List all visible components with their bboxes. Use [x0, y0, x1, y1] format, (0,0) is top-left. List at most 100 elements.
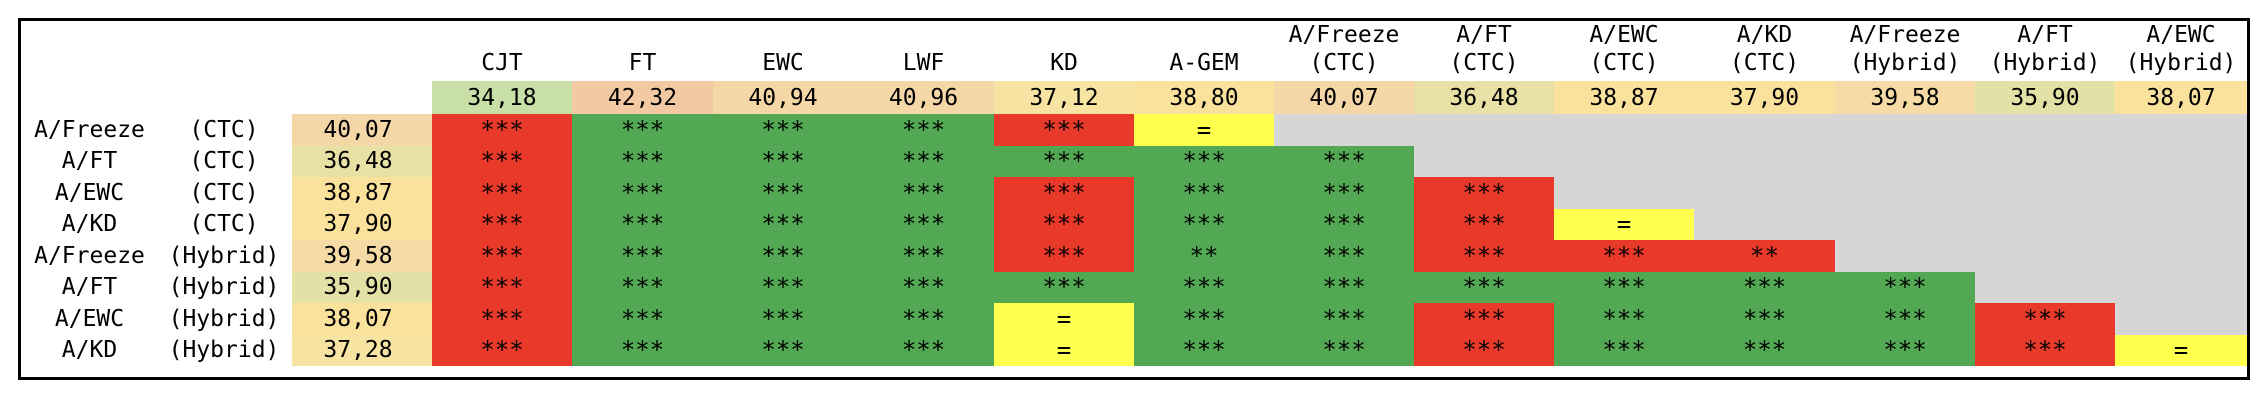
- table-row: A/EWC (Hybrid) 38,07 *** *** *** *** = *** *** ***…: [21, 303, 2247, 335]
- significance-cell: [1835, 114, 1975, 146]
- row-value: 39,58: [292, 240, 432, 272]
- row-method-type: (Hybrid): [168, 274, 280, 301]
- significance-cell: [1694, 177, 1835, 209]
- significance-cell: ***: [994, 240, 1134, 272]
- significance-cell: **: [1134, 240, 1274, 272]
- significance-cell: ***: [994, 208, 1134, 240]
- significance-cell: ***: [432, 114, 572, 146]
- significance-cell: ***: [1554, 303, 1694, 335]
- column-header-name: A/Freeze: [1288, 22, 1400, 48]
- significance-cell: ***: [1554, 334, 1694, 366]
- column-header: A-GEM: [1134, 21, 1274, 81]
- significance-cell: **: [1694, 240, 1835, 272]
- significance-cell: ***: [853, 114, 994, 146]
- column-header: A/Freeze (CTC): [1274, 21, 1414, 81]
- row-method-type: (CTC): [189, 211, 259, 238]
- column-header: EWC: [713, 21, 853, 81]
- row-method-name: A/Freeze: [34, 242, 145, 269]
- significance-cell: ***: [853, 271, 994, 303]
- row-method-name: A/FT: [61, 274, 118, 301]
- significance-cell: ***: [572, 145, 713, 177]
- corner-blank: [21, 81, 156, 114]
- row-value: 37,90: [292, 208, 432, 240]
- column-value: 37,12: [994, 81, 1134, 114]
- significance-cell: ***: [1554, 271, 1694, 303]
- significance-cell: ***: [432, 145, 572, 177]
- significance-cell: ***: [1694, 303, 1835, 335]
- significance-cell: ***: [713, 114, 853, 146]
- significance-cell: [2115, 303, 2247, 335]
- significance-cell: ***: [1414, 271, 1554, 303]
- column-value: 40,94: [713, 81, 853, 114]
- corner-blank: [21, 21, 156, 81]
- significance-cell: ***: [1694, 271, 1835, 303]
- significance-cell: [1274, 114, 1414, 146]
- column-header-name: A/KD: [1736, 22, 1793, 48]
- significance-cell: ***: [1134, 303, 1274, 335]
- column-header-row: CJT FT EWC LWF KD A-GEM A/Freeze (CTC) A/FT (CTC)…: [21, 21, 2247, 81]
- column-header: A/KD (CTC): [1694, 21, 1835, 81]
- significance-cell: [2115, 271, 2247, 303]
- row-value: 40,07: [292, 114, 432, 146]
- column-header: A/FT (Hybrid): [1975, 21, 2115, 81]
- significance-cell: ***: [1414, 240, 1554, 272]
- row-method-name: A/EWC: [54, 305, 125, 332]
- significance-cell: ***: [1414, 334, 1554, 366]
- column-value: 37,90: [1694, 81, 1835, 114]
- column-value: 40,07: [1274, 81, 1414, 114]
- column-header-name: KD: [1050, 50, 1078, 76]
- significance-cell: ***: [1274, 240, 1414, 272]
- table-row: A/KD (CTC) 37,90 *** *** *** *** *** *** *** *** =: [21, 208, 2247, 240]
- table-row: A/Freeze (CTC) 40,07 *** *** *** *** *** =: [21, 114, 2247, 146]
- significance-cell: ***: [1134, 208, 1274, 240]
- table-row: A/FT (Hybrid) 35,90 *** *** *** *** *** *** *** **…: [21, 271, 2247, 303]
- column-header: KD: [994, 21, 1134, 81]
- significance-cell: ***: [1274, 303, 1414, 335]
- column-value: 38,87: [1554, 81, 1694, 114]
- significance-cell: ***: [572, 208, 713, 240]
- column-header-name: A/FT: [2017, 22, 2073, 48]
- column-header-subtitle: (CTC): [1729, 50, 1800, 76]
- column-header-subtitle: (CTC): [1589, 50, 1659, 76]
- column-header-name: FT: [628, 50, 657, 76]
- significance-cell: ***: [1134, 271, 1274, 303]
- column-value: 39,58: [1835, 81, 1975, 114]
- significance-cell: ***: [853, 177, 994, 209]
- row-method-name: A/EWC: [54, 179, 125, 206]
- row-method-name: A/KD: [61, 337, 118, 364]
- significance-cell: [1835, 240, 1975, 272]
- column-value: 35,90: [1975, 81, 2115, 114]
- significance-cell: ***: [853, 303, 994, 335]
- significance-cell: [1835, 208, 1975, 240]
- row-value: 37,28: [292, 334, 432, 366]
- significance-cell: ***: [1835, 303, 1975, 335]
- significance-cell: ***: [572, 271, 713, 303]
- significance-cell: ***: [572, 240, 713, 272]
- row-value: 38,07: [292, 303, 432, 335]
- column-header: A/EWC (CTC): [1554, 21, 1694, 81]
- column-header-name: CJT: [481, 50, 523, 76]
- column-header-name: A/Freeze: [1849, 22, 1961, 48]
- significance-cell: ***: [713, 303, 853, 335]
- significance-table: CJT FT EWC LWF KD A-GEM A/Freeze (CTC) A/FT (CTC)…: [21, 21, 2247, 366]
- row-value: 35,90: [292, 271, 432, 303]
- significance-cell: =: [1134, 114, 1274, 146]
- row-value: 38,87: [292, 177, 432, 209]
- row-method-name: A/FT: [61, 148, 118, 175]
- significance-cell: ***: [713, 271, 853, 303]
- significance-cell: ***: [713, 177, 853, 209]
- column-value: 38,80: [1134, 81, 1274, 114]
- column-header: LWF: [853, 21, 994, 81]
- significance-cell: ***: [853, 334, 994, 366]
- column-header-name: LWF: [902, 50, 945, 76]
- column-header-name: A/EWC: [2146, 22, 2216, 48]
- column-header-name: A/EWC: [1589, 22, 1659, 48]
- significance-cell: [1975, 177, 2115, 209]
- significance-cell: =: [2115, 334, 2247, 366]
- significance-cell: =: [994, 303, 1134, 335]
- column-value: 36,48: [1414, 81, 1554, 114]
- significance-cell: [1694, 145, 1835, 177]
- significance-cell: ***: [1414, 208, 1554, 240]
- row-method-type: (Hybrid): [168, 242, 280, 269]
- table-row: A/Freeze (Hybrid) 39,58 *** *** *** *** *** ** **…: [21, 240, 2247, 272]
